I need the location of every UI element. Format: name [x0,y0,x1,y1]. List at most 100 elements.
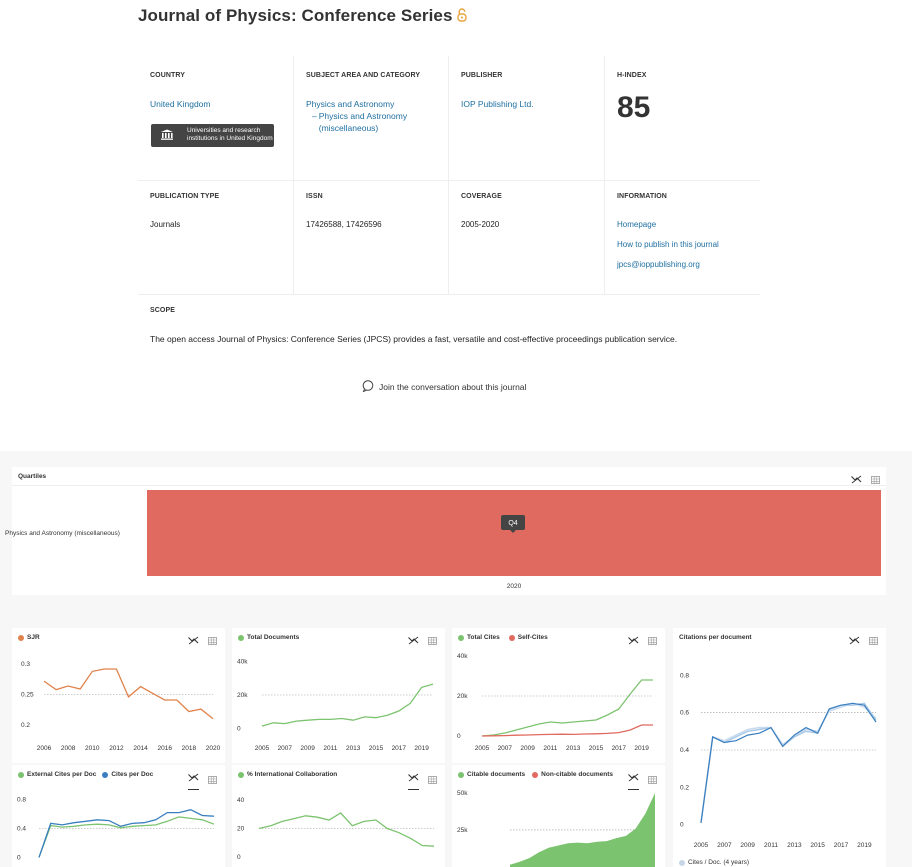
badge-line-1: Universities and research [187,127,261,134]
x-tick-label-2018: 2018 [182,745,197,752]
x-tick-label-2020: 2020 [206,745,221,752]
chart-view-icon[interactable] [851,471,862,489]
citable-legend-dot [458,771,464,778]
quartile-tooltip-text: Q4 [508,520,517,527]
x-tick-label-2006: 2006 [37,745,52,752]
total-cites-legend-label: Total Cites [467,634,500,641]
citable-tools [628,769,657,790]
y-tick-label-1: 20k [237,692,248,699]
y-tick-label-2: 40k [457,653,468,660]
table-view-icon[interactable] [648,632,657,650]
y-tick-label-2: 0.3 [21,661,30,668]
cites-doc-4y-dot [679,859,685,866]
x-tick-label-2015: 2015 [369,745,384,752]
chart-view-icon[interactable] [188,632,199,650]
table-view-icon[interactable] [208,632,217,650]
pubtype-cell: PUBLICATION TYPE Journals [150,193,219,231]
citable-legend-label: Citable documents [467,771,526,778]
institution-icon [160,129,174,143]
subject-category: – Physics and Astronomy (miscellaneous) [312,110,420,134]
chart-view-icon[interactable] [408,769,419,790]
citations-legend: Cites / Doc. (4 years) [679,859,749,866]
table-view-icon[interactable] [869,632,878,650]
scope-label: SCOPE [150,307,176,314]
intl-collab-tools [408,769,437,790]
journal-info-grid: COUNTRY United Kingdom Universities and … [138,56,760,414]
series-line-0 [43,668,214,720]
noncitable-legend-dot [532,771,539,778]
table-view-icon[interactable] [648,771,657,789]
y-tick-label-1: 20 [237,826,245,833]
chart-view-icon[interactable] [628,632,639,650]
x-tick-label-2005: 2005 [694,842,709,849]
citations-per-document-tools [849,632,878,650]
total-documents-legend: Total Documents [238,634,299,641]
y-tick-label-1: 50k [457,790,468,797]
external-cites-legend-dot [18,771,24,778]
total-documents-tools [408,632,437,650]
y-tick-label-2: 40 [237,797,245,804]
issn-label: ISSN [306,193,323,200]
self-cites-legend-dot [508,634,515,641]
total-documents-legend-dot [238,634,244,641]
chart-view-icon[interactable] [628,769,639,790]
country-link[interactable]: United Kingdom [150,99,211,109]
universities-badge-button[interactable]: Universities and research institutions i… [151,124,274,147]
join-conversation-button[interactable]: Join the conversation about this journal [362,380,526,394]
homepage-link[interactable]: Homepage [617,220,657,229]
publisher-link[interactable]: IOP Publishing Ltd. [461,99,534,109]
hindex-label: H-INDEX [617,72,647,79]
x-tick-label-2015: 2015 [810,842,825,849]
email-link[interactable]: jpcs@ioppublishing.org [617,260,700,269]
x-tick-label-2009: 2009 [300,745,315,752]
information-cell: INFORMATION Homepage How to publish in t… [617,193,719,271]
subject-area-link[interactable]: Physics and Astronomy [306,99,395,109]
quartile-cell-2020 [147,490,881,576]
y-tick-label-4: 0.8 [680,672,689,679]
sjr-legend-label: SJR [27,634,40,641]
table-view-icon[interactable] [208,771,217,789]
y-tick-label-2: 40k [237,658,248,665]
chart-view-icon[interactable] [188,769,199,790]
citations-per-document-card: Citations per document 0 0.2 0.4 0.6 0.8 2005… [673,628,886,867]
publisher-label: PUBLISHER [461,72,503,79]
coverage-label: COVERAGE [461,193,502,200]
external-cites-chart: 0 0.4 0.8 [17,797,215,861]
quartile-tooltip [501,515,525,530]
table-view-icon[interactable] [871,471,880,489]
x-tick-label-2011: 2011 [764,842,778,849]
series-line-2 [700,702,877,823]
table-view-icon[interactable] [428,771,437,789]
chart-view-icon[interactable] [408,632,419,650]
x-tick-label-2005: 2005 [255,745,270,752]
scope-text: The open access Journal of Physics: Conf… [150,334,678,344]
citations-per-document-chart: 0 0.2 0.4 0.6 0.8 2005 2007 2009 2011 2013 2015 201… [680,672,877,849]
total-documents-chart: 0 20k 40k 2005 2007 2009 2011 2013 2015 2017 2019 [237,658,434,752]
international-collaboration-card: % International Collaboration 0 20 40 [232,765,445,867]
self-cites-legend-label: Self-Cites [517,634,548,641]
citable-documents-card: Citable documents Non-citable documents 2… [452,765,665,867]
table-view-icon[interactable] [428,632,437,650]
intl-collab-legend-dot [238,771,244,778]
x-tick-label-2015: 2015 [589,745,604,752]
sjr-tools [188,632,217,650]
sjr-chart: 0.2 0.25 0.3 2006 2008 2010 2012 2014 2016 2018 20… [21,661,221,752]
pubtype-label: PUBLICATION TYPE [150,193,220,200]
x-tick-label-2013: 2013 [566,745,581,752]
subject-category-link[interactable]: Physics and Astronomy [318,111,408,121]
how-to-publish-link[interactable]: How to publish in this journal [617,240,719,249]
x-tick-label-2005: 2005 [475,745,490,752]
cites-doc-4y-label: Cites / Doc. (4 years) [688,859,750,866]
x-tick-label-2017: 2017 [612,745,627,752]
issn-cell: ISSN 17426588, 17426596 [306,193,382,231]
sjr-card: SJR 0.2 0.25 0.3 2006 2008 2010 2012 2014 2016 20… [12,628,225,763]
information-label: INFORMATION [617,193,667,200]
citable-legend: Citable documents Non-citable documents [458,771,613,778]
x-tick-label-2014: 2014 [133,745,148,752]
x-tick-label-2009: 2009 [740,842,755,849]
quartiles-title: Quartiles [18,473,47,480]
hindex-value: 85 [617,91,651,124]
y-tick-label-1: 0.25 [21,692,34,699]
chart-view-icon[interactable] [849,632,860,650]
